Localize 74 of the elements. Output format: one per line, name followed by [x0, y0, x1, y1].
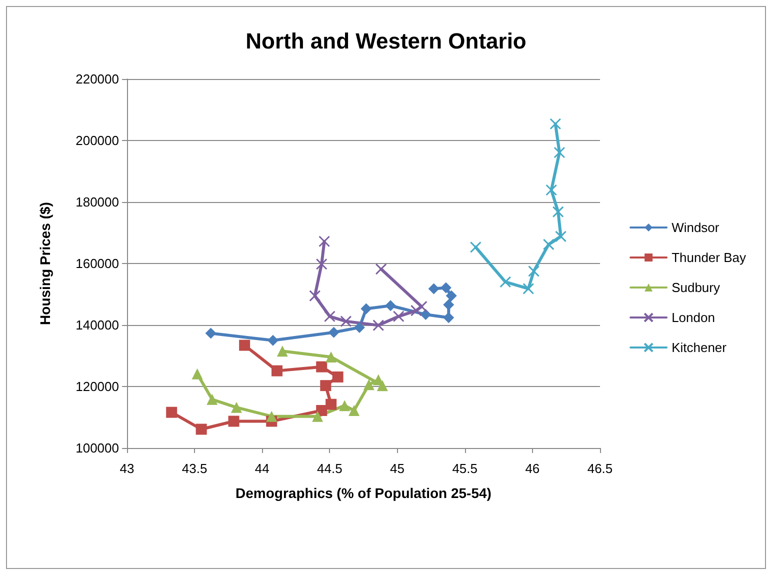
point: [372, 320, 384, 332]
legend-label: London: [672, 310, 715, 325]
point: [309, 290, 321, 302]
x-tick-label: 45: [390, 461, 405, 476]
x-axis-title: Demographics (% of Population 25-54): [236, 485, 492, 501]
x-tick-label: 43: [120, 461, 134, 476]
y-tick-label: 100000: [76, 440, 119, 456]
point: [328, 326, 340, 338]
point: [552, 206, 564, 218]
point: [332, 371, 344, 382]
point: [239, 340, 250, 351]
point: [266, 410, 278, 422]
point: [348, 404, 360, 416]
point: [360, 303, 372, 314]
point: [326, 398, 337, 410]
x-tick-label: 44: [254, 461, 270, 476]
point: [410, 304, 422, 316]
y-tick-label: 140000: [76, 318, 119, 332]
legend-label: Windsor: [672, 220, 720, 235]
x-tick-label: 45.5: [452, 461, 478, 476]
point: [428, 283, 440, 294]
point: [324, 310, 336, 322]
point: [326, 351, 337, 362]
legend-label: Sudbury: [672, 280, 720, 295]
point: [205, 328, 216, 339]
point: [392, 310, 404, 322]
chart-title: North and Western Ontario: [246, 28, 526, 54]
point: [443, 299, 454, 310]
point: [440, 282, 452, 294]
y-tick-label: 120000: [76, 379, 119, 394]
point: [550, 118, 562, 130]
point: [320, 380, 332, 392]
point: [354, 322, 365, 333]
point: [446, 290, 457, 302]
y-tick-label: 220000: [76, 72, 119, 86]
x-tick-label: 43.5: [182, 461, 208, 476]
x-tick-label: 46.5: [587, 461, 613, 476]
point: [375, 263, 387, 275]
point: [166, 406, 178, 418]
point: [546, 184, 558, 196]
y-tick-label: 200000: [76, 133, 119, 148]
point: [542, 238, 554, 250]
point: [192, 368, 203, 380]
y-axis-title: Housing Prices ($): [37, 202, 53, 325]
point: [312, 410, 324, 422]
point: [228, 416, 240, 427]
point: [470, 241, 482, 253]
point: [376, 380, 388, 392]
point: [230, 402, 242, 413]
point: [443, 312, 454, 324]
point: [276, 346, 288, 357]
point: [522, 282, 534, 294]
point: [385, 300, 396, 312]
point: [554, 146, 566, 158]
point: [528, 265, 540, 277]
point: [555, 230, 567, 242]
x-tick-label: 46: [525, 461, 540, 476]
point: [316, 361, 328, 372]
x-tick-label: 44.5: [317, 461, 342, 476]
point: [316, 258, 328, 270]
point: [196, 424, 207, 435]
point: [500, 276, 512, 288]
point: [206, 394, 218, 405]
point: [420, 309, 432, 320]
point: [267, 334, 278, 346]
point: [272, 365, 283, 376]
y-tick-label: 160000: [76, 256, 119, 271]
point: [339, 400, 350, 412]
point: [318, 236, 330, 248]
legend-label: Thunder Bay: [672, 250, 746, 265]
y-tick-label: 180000: [76, 194, 119, 210]
legend-label: Kitchener: [672, 340, 728, 355]
point: [340, 316, 352, 328]
point: [363, 379, 374, 390]
